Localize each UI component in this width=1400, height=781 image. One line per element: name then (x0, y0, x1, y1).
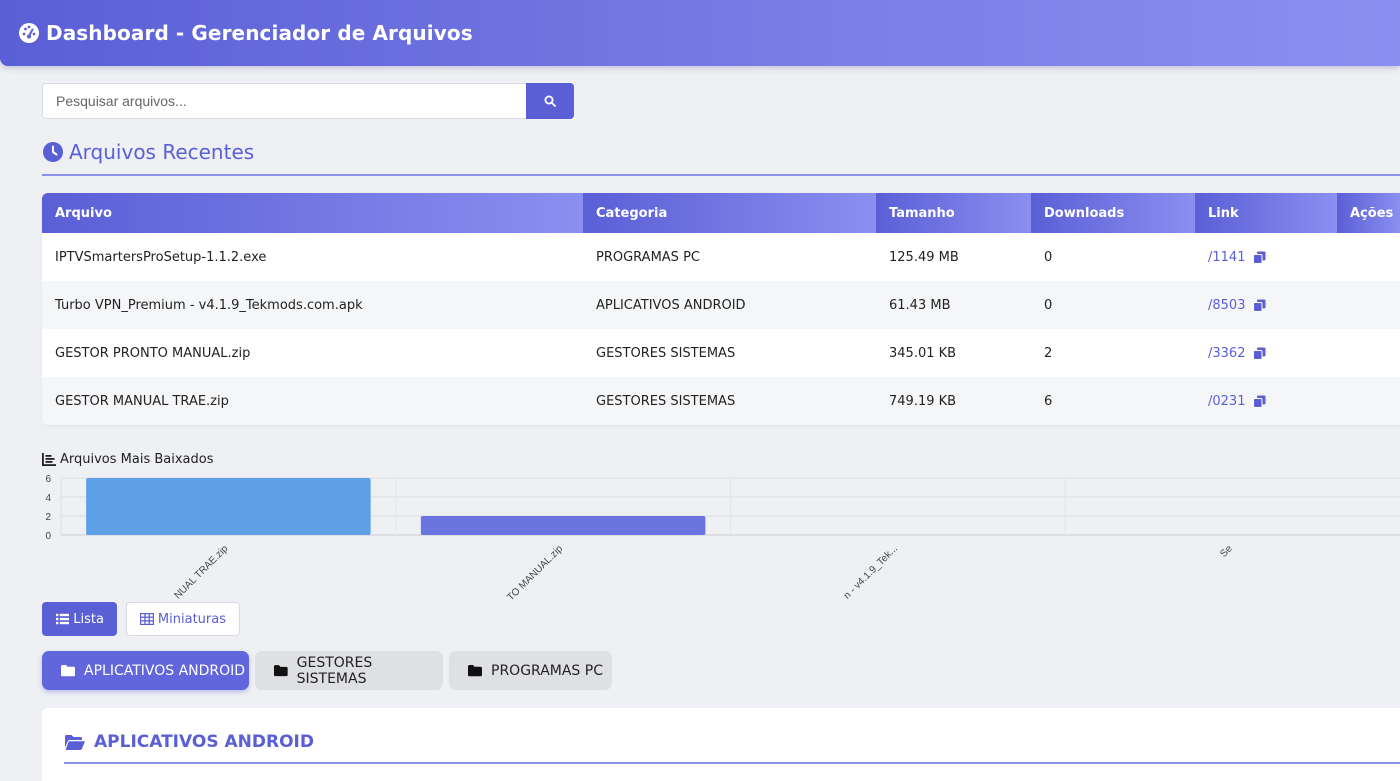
category-panel: APLICATIVOS ANDROID (42, 708, 1400, 781)
copy-icon[interactable] (1253, 251, 1266, 264)
copy-icon[interactable] (1253, 395, 1266, 408)
column-header-size[interactable]: Tamanho (876, 193, 1031, 233)
chart-bar (420, 516, 706, 535)
file-link: /1141 (1195, 250, 1337, 265)
thumbnails-view-button[interactable]: Miniaturas (126, 602, 240, 636)
thumbnails-view-label: Miniaturas (157, 611, 226, 627)
table-row: IPTVSmartersProSetup-1.1.2.exe PROGRAMAS… (42, 233, 1400, 281)
search-bar (42, 83, 574, 119)
search-icon (544, 95, 556, 107)
file-link: /3362 (1195, 346, 1337, 361)
copy-icon[interactable] (1253, 299, 1266, 312)
short-link[interactable]: /3362 (1208, 345, 1246, 361)
column-header-file[interactable]: Arquivo (42, 193, 583, 233)
chart-x-tick-label: TO MANUAL.zip (505, 543, 565, 603)
file-size: 749.19 KB (889, 393, 957, 409)
chart-x-tick-label: NUAL TRAE.zip (172, 543, 230, 601)
folder-open-icon (65, 734, 85, 750)
list-view-button[interactable]: Lista (42, 602, 117, 636)
category-panel-heading: APLICATIVOS ANDROID (64, 732, 314, 752)
table-row: Turbo VPN_Premium - v4.1.9_Tekmods.com.a… (42, 281, 1400, 329)
tab-label: APLICATIVOS ANDROID (84, 662, 246, 679)
recent-files-title: Arquivos Recentes (69, 140, 255, 164)
file-size: 61.43 MB (889, 297, 951, 313)
chart-x-tick-label: Se (1218, 543, 1235, 560)
file-name: Turbo VPN_Premium - v4.1.9_Tekmods.com.a… (55, 297, 363, 313)
recent-files-table: Arquivo Categoria Tamanho Downloads Link… (42, 193, 1400, 425)
category-tabs: APLICATIVOS ANDROID GESTORES SISTEMAS PR… (42, 651, 618, 690)
table-body: IPTVSmartersProSetup-1.1.2.exe PROGRAMAS… (42, 233, 1400, 425)
tab-label: GESTORES SISTEMAS (296, 654, 373, 687)
table-row: GESTOR MANUAL TRAE.zip GESTORES SISTEMAS… (42, 377, 1400, 425)
file-size: 125.49 MB (889, 249, 959, 265)
file-name: GESTOR PRONTO MANUAL.zip (55, 345, 251, 361)
file-name: GESTOR MANUAL TRAE.zip (55, 393, 229, 409)
column-header-category[interactable]: Categoria (583, 193, 876, 233)
file-category: APLICATIVOS ANDROID (596, 297, 746, 313)
table-row: GESTOR PRONTO MANUAL.zip GESTORES SISTEM… (42, 329, 1400, 377)
page-title: Dashboard - Gerenciador de Arquivos (46, 21, 473, 45)
file-link: /8503 (1195, 298, 1337, 313)
copy-icon[interactable] (1253, 347, 1266, 360)
column-header-downloads[interactable]: Downloads (1031, 193, 1195, 233)
downloads-bar-chart: 0 2 4 6 NUAL TRAE.zip TO MANUAL.zip n - v4.1.9… (45, 474, 1400, 603)
tab-gestores-sistemas[interactable]: GESTORES SISTEMAS (255, 651, 443, 690)
tab-label: PROGRAMAS PC (491, 662, 603, 679)
file-downloads: 6 (1044, 393, 1053, 409)
clock-icon (43, 142, 63, 162)
chart-bar-icon (42, 453, 56, 466)
tab-aplicativos-android[interactable]: APLICATIVOS ANDROID (42, 651, 249, 690)
file-downloads: 0 (1044, 297, 1053, 313)
file-downloads: 0 (1044, 249, 1053, 265)
file-name: IPTVSmartersProSetup-1.1.2.exe (55, 249, 267, 265)
file-size: 345.01 KB (889, 345, 957, 361)
folder-icon (273, 665, 288, 677)
view-toggle: Lista Miniaturas (42, 602, 249, 636)
short-link[interactable]: /8503 (1208, 297, 1246, 313)
most-downloaded-heading: Arquivos Mais Baixados (42, 452, 214, 467)
tab-programas-pc[interactable]: PROGRAMAS PC (449, 651, 612, 690)
chart-y-tick-label: 4 (45, 493, 51, 504)
list-view-label: Lista (73, 611, 104, 627)
file-category: GESTORES SISTEMAS (596, 345, 736, 361)
recent-files-heading: Arquivos Recentes (42, 140, 254, 164)
category-panel-title: APLICATIVOS ANDROID (94, 732, 314, 752)
chart-y-tick-label: 0 (45, 531, 51, 542)
chart-y-tick-label: 2 (45, 512, 51, 523)
file-downloads: 2 (1044, 345, 1053, 361)
chart-x-tick-label: n - v4.1.9_Tek... (842, 543, 900, 601)
chart-y-tick-label: 6 (45, 474, 51, 485)
column-header-actions[interactable]: Ações (1337, 193, 1400, 233)
chart-bar (86, 478, 371, 535)
file-category: GESTORES SISTEMAS (596, 393, 736, 409)
folder-icon (61, 665, 75, 677)
search-button[interactable] (526, 83, 574, 119)
grid-icon (140, 613, 154, 625)
short-link[interactable]: /1141 (1208, 249, 1246, 265)
table-header: Arquivo Categoria Tamanho Downloads Link… (42, 193, 1400, 233)
tachometer-icon (19, 23, 39, 43)
file-category: PROGRAMAS PC (596, 249, 700, 265)
divider (64, 762, 1400, 764)
list-icon (56, 613, 70, 625)
short-link[interactable]: /0231 (1208, 393, 1246, 409)
app-header: Dashboard - Gerenciador de Arquivos (0, 0, 1400, 66)
divider (42, 174, 1400, 176)
search-input[interactable] (42, 83, 526, 119)
most-downloaded-title: Arquivos Mais Baixados (60, 452, 214, 467)
folder-icon (468, 665, 482, 677)
column-header-link[interactable]: Link (1195, 193, 1337, 233)
file-link: /0231 (1195, 394, 1337, 409)
